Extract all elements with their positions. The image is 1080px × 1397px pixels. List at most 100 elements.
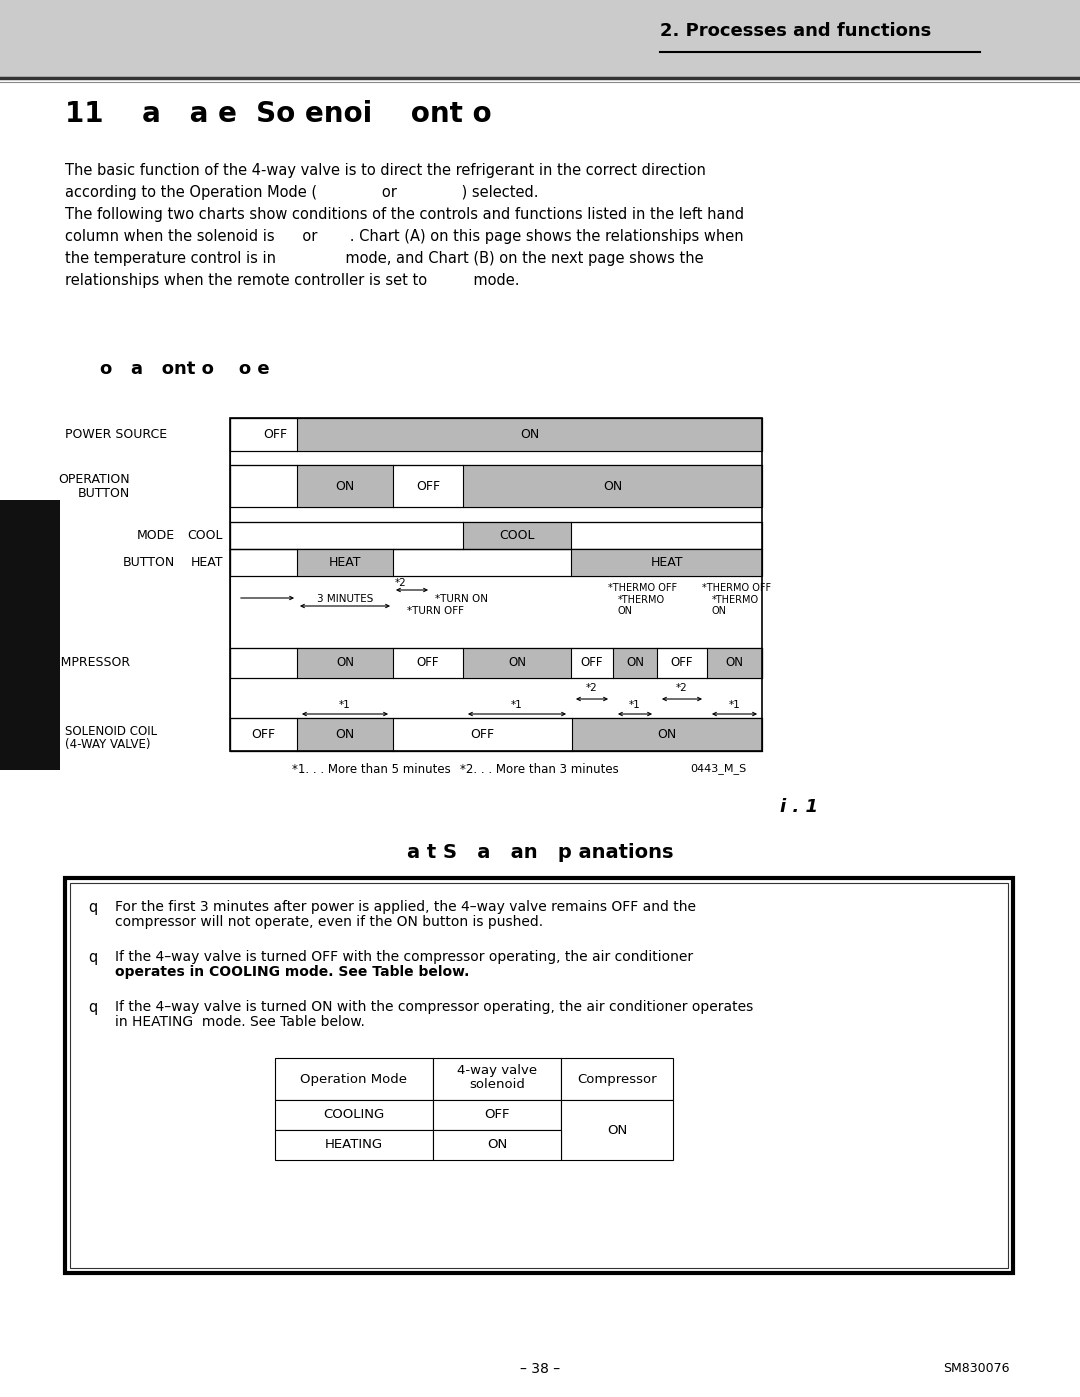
Text: Operation Mode: Operation Mode bbox=[300, 1073, 407, 1085]
Text: 2. Processes and functions: 2. Processes and functions bbox=[660, 22, 931, 41]
Text: column when the solenoid is      or       . Chart (A) on this page shows the rel: column when the solenoid is or . Chart (… bbox=[65, 229, 744, 244]
Text: OFF: OFF bbox=[416, 479, 440, 493]
Text: – 38 –: – 38 – bbox=[519, 1362, 561, 1376]
Text: If the 4–way valve is turned OFF with the compressor operating, the air conditio: If the 4–way valve is turned OFF with th… bbox=[114, 950, 693, 964]
Text: HEAT: HEAT bbox=[328, 556, 361, 569]
Bar bbox=[463, 648, 571, 678]
Bar bbox=[230, 549, 762, 576]
Bar bbox=[297, 418, 762, 451]
Text: OFF: OFF bbox=[471, 728, 495, 740]
Text: HEAT: HEAT bbox=[650, 556, 683, 569]
Text: BUTTON: BUTTON bbox=[78, 488, 130, 500]
Text: ON: ON bbox=[712, 606, 727, 616]
Text: ON: ON bbox=[487, 1139, 508, 1151]
Text: COOL: COOL bbox=[188, 529, 222, 542]
Bar bbox=[297, 718, 393, 752]
Text: Compressor: Compressor bbox=[577, 1073, 657, 1085]
Text: *THERMO OFF: *THERMO OFF bbox=[702, 583, 771, 592]
Bar bbox=[230, 465, 762, 507]
Text: ON: ON bbox=[336, 728, 354, 740]
Bar bbox=[561, 1099, 673, 1160]
Text: *TURN OFF: *TURN OFF bbox=[407, 606, 464, 616]
Text: *2. . . More than 3 minutes: *2. . . More than 3 minutes bbox=[460, 763, 619, 775]
Text: OFF: OFF bbox=[671, 657, 693, 669]
Text: solenoid: solenoid bbox=[469, 1078, 525, 1091]
Bar bbox=[613, 648, 657, 678]
Bar bbox=[230, 418, 762, 451]
Bar bbox=[297, 465, 393, 507]
Text: OFF: OFF bbox=[252, 728, 275, 740]
Bar bbox=[275, 1130, 433, 1160]
Bar bbox=[433, 1099, 561, 1130]
Text: COOL: COOL bbox=[499, 529, 535, 542]
Text: The following two charts show conditions of the controls and functions listed in: The following two charts show conditions… bbox=[65, 207, 744, 222]
Bar bbox=[0, 500, 60, 770]
Bar bbox=[230, 648, 762, 678]
Text: ON: ON bbox=[726, 657, 743, 669]
Text: ON: ON bbox=[336, 657, 354, 669]
Text: SOLENOID COIL: SOLENOID COIL bbox=[65, 725, 157, 738]
Text: *THERMO: *THERMO bbox=[712, 595, 759, 605]
Text: HEAT: HEAT bbox=[190, 556, 222, 569]
Text: ON: ON bbox=[607, 1123, 627, 1137]
Bar bbox=[707, 648, 762, 678]
Text: 11    a   a e  So enoi    ont o: 11 a a e So enoi ont o bbox=[65, 101, 491, 129]
Text: in HEATING  mode. See Table below.: in HEATING mode. See Table below. bbox=[114, 1016, 365, 1030]
Text: 4-way valve: 4-way valve bbox=[457, 1065, 537, 1077]
Bar bbox=[297, 648, 393, 678]
Bar bbox=[230, 648, 762, 678]
Bar bbox=[230, 549, 762, 576]
Text: MODE: MODE bbox=[137, 529, 175, 542]
Text: ON: ON bbox=[603, 479, 622, 493]
Bar bbox=[65, 877, 1013, 1273]
Text: *1: *1 bbox=[729, 700, 741, 710]
Bar bbox=[230, 718, 762, 752]
Text: *1: *1 bbox=[339, 700, 351, 710]
Bar bbox=[572, 718, 762, 752]
Text: (4-WAY VALVE): (4-WAY VALVE) bbox=[65, 738, 150, 752]
Text: *2: *2 bbox=[586, 683, 598, 693]
Bar bbox=[433, 1058, 561, 1099]
Bar bbox=[463, 522, 571, 549]
Bar bbox=[275, 1058, 433, 1099]
Bar bbox=[230, 522, 762, 549]
Text: BUTTON: BUTTON bbox=[123, 556, 175, 569]
Text: operates in COOLING mode. See Table below.: operates in COOLING mode. See Table belo… bbox=[114, 965, 470, 979]
Text: ON: ON bbox=[508, 657, 526, 669]
Text: SM830076: SM830076 bbox=[944, 1362, 1010, 1375]
Text: *TURN ON: *TURN ON bbox=[435, 594, 488, 604]
Bar bbox=[571, 549, 762, 576]
Text: 0443_M_S: 0443_M_S bbox=[690, 763, 746, 774]
Text: q: q bbox=[87, 1000, 97, 1016]
Text: *THERMO: *THERMO bbox=[618, 595, 665, 605]
Bar bbox=[230, 522, 762, 549]
Text: relationships when the remote controller is set to          mode.: relationships when the remote controller… bbox=[65, 272, 519, 288]
Bar bbox=[0, 0, 1080, 78]
Text: COOLING: COOLING bbox=[323, 1108, 384, 1122]
Text: OPERATION: OPERATION bbox=[58, 474, 130, 486]
Text: OFF: OFF bbox=[417, 657, 440, 669]
Text: a t S   a   an   p anations: a t S a an p anations bbox=[407, 842, 673, 862]
Text: COMPRESSOR: COMPRESSOR bbox=[42, 657, 130, 669]
Text: If the 4–way valve is turned ON with the compressor operating, the air condition: If the 4–way valve is turned ON with the… bbox=[114, 1000, 753, 1014]
Bar bbox=[561, 1058, 673, 1099]
Bar bbox=[463, 465, 762, 507]
Text: *1. . . More than 5 minutes: *1. . . More than 5 minutes bbox=[292, 763, 450, 775]
Bar bbox=[230, 418, 762, 752]
Bar bbox=[275, 1099, 433, 1130]
Text: *THERMO OFF: *THERMO OFF bbox=[608, 583, 677, 592]
Text: For the first 3 minutes after power is applied, the 4–way valve remains OFF and : For the first 3 minutes after power is a… bbox=[114, 900, 696, 914]
Bar bbox=[230, 465, 762, 507]
Text: *2: *2 bbox=[395, 578, 407, 588]
Text: OFF: OFF bbox=[484, 1108, 510, 1122]
Bar bbox=[230, 718, 762, 752]
Text: *1: *1 bbox=[630, 700, 640, 710]
Bar bbox=[70, 883, 1008, 1268]
Text: o   a   ont o    o e: o a ont o o e bbox=[100, 360, 270, 379]
Text: ON: ON bbox=[658, 728, 677, 740]
Text: ON: ON bbox=[626, 657, 644, 669]
Text: OFF: OFF bbox=[581, 657, 604, 669]
Bar bbox=[230, 418, 762, 451]
Text: *1: *1 bbox=[511, 700, 523, 710]
Text: *2: *2 bbox=[676, 683, 688, 693]
